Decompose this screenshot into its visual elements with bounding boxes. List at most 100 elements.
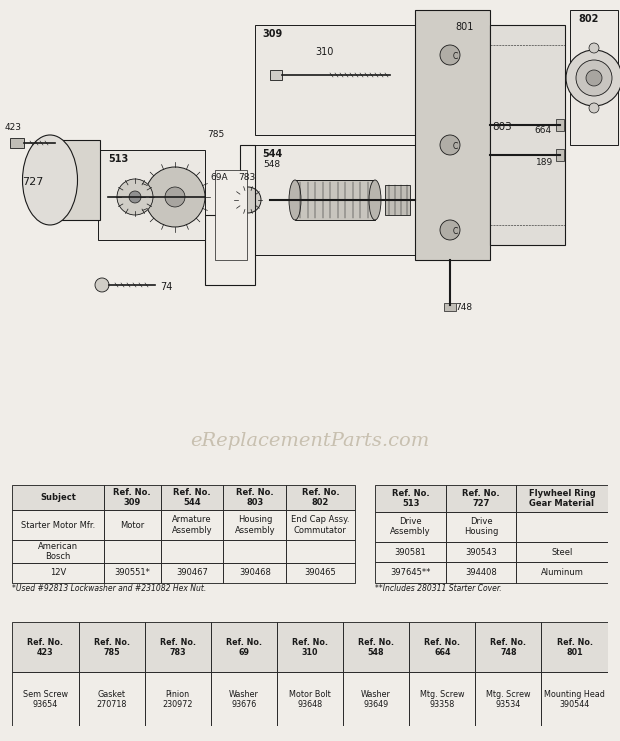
- Bar: [415, 10, 490, 260]
- Bar: [161, 511, 223, 539]
- Bar: [286, 539, 355, 563]
- Bar: [343, 622, 409, 672]
- Bar: [12, 511, 104, 539]
- Bar: [277, 672, 343, 726]
- Bar: [556, 119, 564, 131]
- Text: Ref. No.
310: Ref. No. 310: [292, 638, 328, 657]
- Bar: [104, 539, 161, 563]
- Text: Ref. No.
783: Ref. No. 783: [160, 638, 196, 657]
- Bar: [376, 511, 446, 542]
- Text: Ref. No.
69: Ref. No. 69: [226, 638, 262, 657]
- Text: End Cap Assy.
Commutator: End Cap Assy. Commutator: [291, 516, 350, 535]
- Ellipse shape: [369, 180, 381, 220]
- Text: C: C: [453, 52, 458, 61]
- Bar: [79, 622, 144, 672]
- Bar: [12, 622, 79, 672]
- Circle shape: [440, 45, 460, 65]
- Text: Motor Bolt
93648: Motor Bolt 93648: [289, 690, 331, 709]
- Text: American
Bosch: American Bosch: [38, 542, 78, 561]
- Text: 785: 785: [207, 130, 224, 139]
- Bar: [286, 563, 355, 582]
- Bar: [79, 672, 144, 726]
- Text: 12V: 12V: [50, 568, 66, 577]
- Bar: [570, 10, 618, 145]
- Bar: [10, 138, 24, 148]
- Bar: [476, 622, 541, 672]
- Text: Ref. No.
727: Ref. No. 727: [462, 488, 500, 508]
- Bar: [444, 303, 456, 311]
- Circle shape: [589, 43, 599, 53]
- Bar: [541, 622, 608, 672]
- Text: Ref. No.
785: Ref. No. 785: [94, 638, 130, 657]
- Text: Flywheel Ring
Gear Material: Flywheel Ring Gear Material: [528, 488, 595, 508]
- Circle shape: [222, 189, 244, 211]
- Bar: [223, 539, 286, 563]
- Text: Washer
93649: Washer 93649: [361, 690, 391, 709]
- Bar: [211, 622, 277, 672]
- Bar: [516, 562, 608, 582]
- Bar: [255, 25, 415, 135]
- Bar: [144, 672, 211, 726]
- Bar: [376, 485, 446, 511]
- Circle shape: [145, 167, 205, 227]
- Text: Ref. No.
309: Ref. No. 309: [113, 488, 151, 508]
- Bar: [161, 539, 223, 563]
- Text: 390543: 390543: [465, 548, 497, 556]
- Text: 69A: 69A: [210, 173, 228, 182]
- Text: Starter Motor Mfr.: Starter Motor Mfr.: [21, 521, 95, 530]
- Circle shape: [589, 103, 599, 113]
- Text: Ref. No.
513: Ref. No. 513: [392, 488, 430, 508]
- Bar: [12, 672, 79, 726]
- Bar: [490, 25, 565, 245]
- Bar: [295, 180, 375, 220]
- Text: C: C: [453, 142, 458, 151]
- Bar: [223, 511, 286, 539]
- Text: 423: 423: [5, 123, 22, 132]
- Text: eReplacementParts.com: eReplacementParts.com: [190, 432, 430, 450]
- Circle shape: [440, 135, 460, 155]
- Text: Mtg. Screw
93534: Mtg. Screw 93534: [486, 690, 531, 709]
- Circle shape: [228, 195, 238, 205]
- Text: 664: 664: [534, 126, 551, 135]
- Text: Ref. No.
802: Ref. No. 802: [301, 488, 339, 508]
- Bar: [516, 485, 608, 511]
- Text: Ref. No.
423: Ref. No. 423: [27, 638, 63, 657]
- Text: Aluminum: Aluminum: [541, 568, 583, 577]
- Text: Mounting Head
390544: Mounting Head 390544: [544, 690, 605, 709]
- Text: Motor: Motor: [120, 521, 144, 530]
- Text: 309: 309: [262, 29, 282, 39]
- Text: **Includes 280311 Starter Cover.: **Includes 280311 Starter Cover.: [376, 584, 502, 593]
- Bar: [255, 145, 415, 255]
- Text: *Used #92813 Lockwasher and #231082 Hex Nut.: *Used #92813 Lockwasher and #231082 Hex …: [12, 584, 206, 593]
- Text: Armature
Assembly: Armature Assembly: [172, 516, 213, 535]
- Text: 513: 513: [108, 154, 128, 164]
- Circle shape: [566, 50, 620, 106]
- Text: Drive
Housing: Drive Housing: [464, 517, 498, 536]
- Ellipse shape: [22, 135, 78, 225]
- Bar: [12, 539, 104, 563]
- Text: Ref. No.
748: Ref. No. 748: [490, 638, 526, 657]
- Text: Pinion
230972: Pinion 230972: [162, 690, 193, 709]
- Bar: [98, 150, 205, 240]
- Bar: [476, 672, 541, 726]
- Text: 310: 310: [315, 47, 334, 57]
- Text: 548: 548: [263, 160, 280, 169]
- Text: 727: 727: [22, 177, 43, 187]
- Bar: [215, 170, 247, 260]
- Text: 390467: 390467: [176, 568, 208, 577]
- Circle shape: [576, 60, 612, 96]
- Circle shape: [117, 179, 153, 215]
- Text: 397645**: 397645**: [391, 568, 431, 577]
- Bar: [446, 562, 516, 582]
- Bar: [376, 562, 446, 582]
- Bar: [144, 622, 211, 672]
- Text: 801: 801: [455, 22, 474, 32]
- Circle shape: [95, 278, 109, 292]
- Bar: [161, 485, 223, 511]
- Bar: [104, 563, 161, 582]
- Bar: [12, 485, 104, 511]
- Text: 748: 748: [455, 303, 472, 312]
- Text: 544: 544: [262, 149, 282, 159]
- Bar: [446, 485, 516, 511]
- Text: Ref. No.
803: Ref. No. 803: [236, 488, 273, 508]
